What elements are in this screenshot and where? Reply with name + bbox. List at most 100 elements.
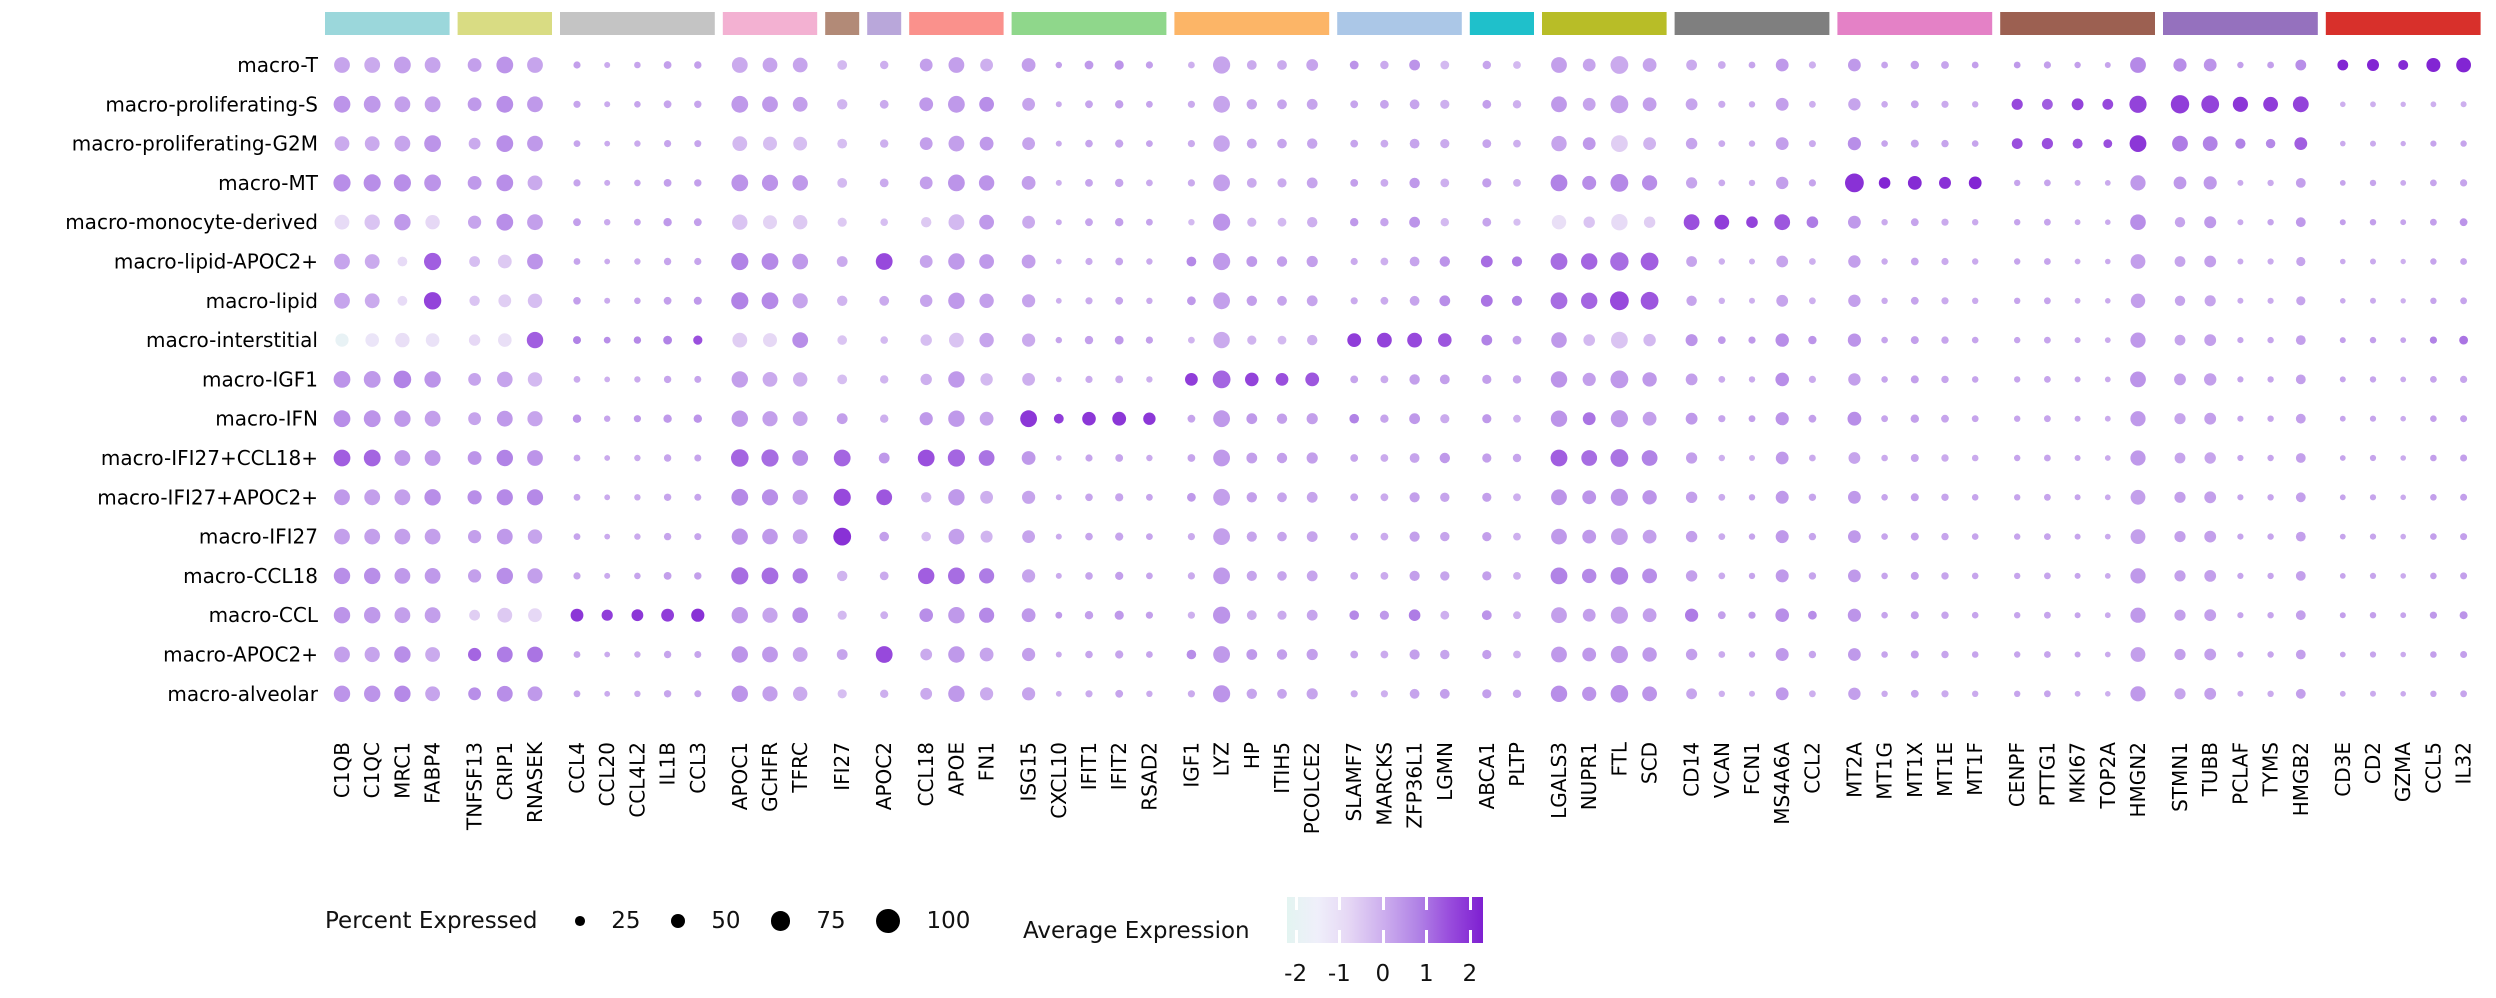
expression-dot [694,61,702,69]
expression-dot [1146,100,1153,108]
expression-dot [527,450,543,466]
percent-legend-item: 50 [670,908,741,934]
expression-dot [2044,179,2051,187]
expression-dot [731,567,749,585]
expression-dot [631,609,644,622]
expression-dot [1582,372,1596,386]
expression-dot [1350,100,1359,109]
expression-dot [394,135,411,152]
expression-dot [1551,57,1567,73]
expression-dot [1213,174,1230,192]
expression-dot [1482,453,1492,463]
expression-dot [1409,492,1420,503]
expression-dot [1775,137,1789,151]
expression-dot [1055,140,1062,147]
expression-dot [2430,454,2437,462]
gene-label: MARCKS [1372,742,1396,826]
expression-dot [731,528,748,545]
gradient-tick [1381,930,1385,943]
expression-dot [2201,95,2220,114]
expression-dot [365,333,380,347]
expression-dot [1717,336,1726,344]
expression-dot [1808,493,1817,501]
percent-legend-dot [875,908,901,934]
expression-dot [1277,217,1287,227]
expression-dot [1776,176,1789,190]
expression-dot [948,371,965,388]
expression-dot [2014,258,2021,265]
expression-dot [334,292,350,309]
expression-dot [2014,651,2021,658]
gene-group-bar [2163,12,2318,35]
expression-dot [1910,611,1919,620]
expression-dot [1941,61,1949,69]
expression-dot [2400,376,2407,383]
expression-dot [2370,140,2376,147]
expression-dot [2460,179,2468,187]
expression-dot [1582,175,1597,190]
expression-dot [1910,296,1919,305]
expression-dot [1021,58,1036,72]
expression-dot [1438,333,1452,347]
expression-dot [1187,492,1196,502]
expression-dot [1610,174,1629,192]
expression-dot [1643,333,1656,347]
expression-dot [1941,532,1949,541]
expression-dot [2295,59,2307,71]
expression-dot [663,414,672,423]
expression-dot [1748,61,1756,69]
expression-dot [2013,61,2021,69]
expression-dot [1055,455,1062,461]
expression-dot [1847,137,1861,151]
expression-dot [1550,567,1568,585]
gene-label: LYZ [1210,742,1234,776]
expression-dot [2426,58,2441,72]
percent-legend-dot [770,911,791,931]
expression-dot [1409,531,1420,542]
expression-dot [793,372,808,387]
expression-dot [1610,252,1629,271]
expression-dot [1775,608,1789,622]
expression-dot [498,294,512,308]
expression-dot [1512,375,1522,384]
expression-dot [2339,690,2346,697]
expression-dot [1775,687,1789,701]
expression-dot [1379,610,1389,620]
expression-dot [1775,372,1789,387]
expression-dot [2295,453,2306,463]
expression-dot [918,567,935,585]
expression-dot [1513,218,1521,226]
expression-dot [1409,413,1420,425]
expression-dot [1582,58,1596,72]
expression-dot [527,372,543,387]
expression-dot [1972,101,1979,108]
expression-dot [980,58,993,72]
expression-dot [1685,412,1698,425]
expression-dot [2369,415,2377,422]
expression-dot [1277,492,1287,503]
expression-dot [1347,333,1362,347]
expression-dot [1881,219,1888,226]
expression-dot [1881,690,1888,697]
expression-dot [468,412,481,426]
expression-dot [837,570,848,582]
expression-dot [1482,571,1492,581]
expression-dot [1881,258,1888,265]
expression-dot [1848,58,1861,72]
expression-dot [1084,335,1094,345]
expression-dot [1685,98,1698,111]
expression-dot [1775,412,1789,426]
expression-dot [1307,334,1318,346]
expression-dot [2204,255,2217,268]
gradient-tick [1468,930,1472,943]
expression-dot [979,411,994,426]
expression-dot [2104,533,2111,540]
expression-dot [1188,61,1195,69]
expression-dot [792,96,808,112]
expression-dot [603,336,611,344]
expression-dot [468,373,481,386]
expression-dot [634,690,641,697]
gene-label: ISG15 [1017,742,1041,802]
expression-dot [1146,297,1153,304]
expression-dot [1910,375,1919,384]
